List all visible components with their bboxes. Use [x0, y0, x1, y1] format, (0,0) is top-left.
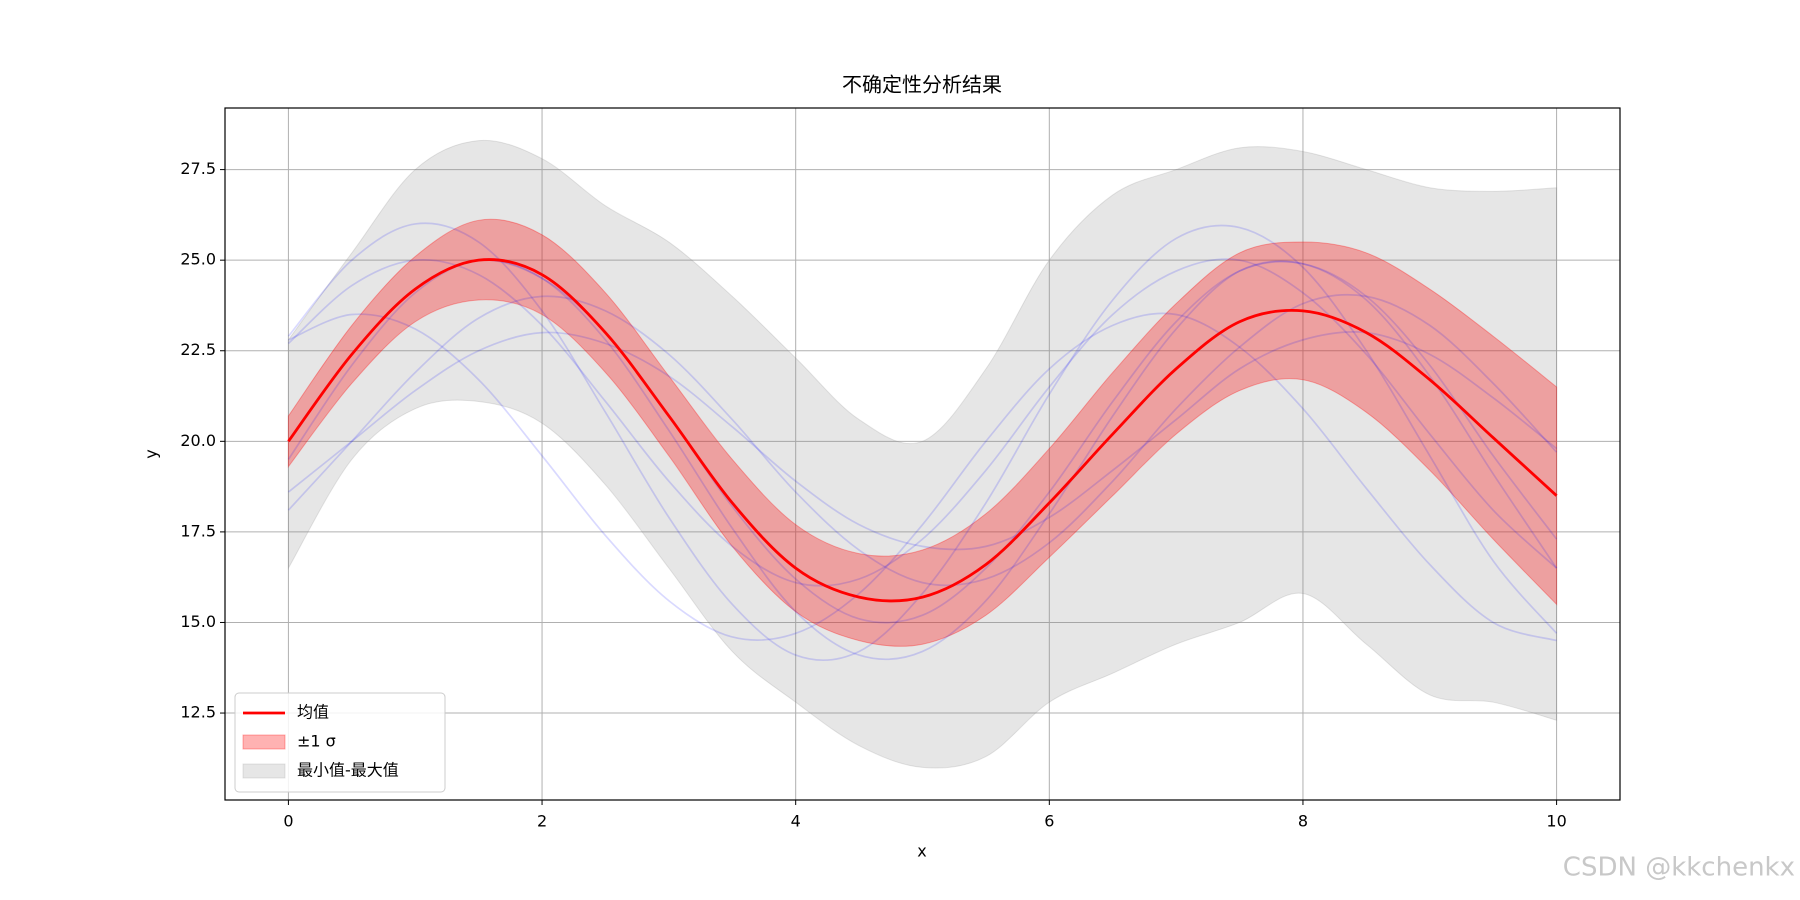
x-tick-label: 8 [1298, 812, 1308, 831]
sample-line [287, 222, 1558, 662]
x-tick-label: 10 [1546, 812, 1566, 831]
mean-line [287, 258, 1558, 603]
y-tick-label: 27.5 [180, 159, 216, 178]
y-tick-label: 12.5 [180, 703, 216, 722]
y-tick-label: 25.0 [180, 250, 216, 269]
x-tick-label: 6 [1044, 812, 1054, 831]
legend-patch [242, 763, 286, 779]
band [287, 218, 1558, 647]
y-tick-label: 22.5 [180, 340, 216, 359]
x-axis-label: x [917, 842, 926, 861]
legend-patch [242, 734, 286, 750]
legend-label: ±1 σ [297, 732, 336, 751]
sample-line [288, 312, 1557, 642]
legend-box [234, 692, 446, 793]
x-tick-label: 0 [283, 812, 293, 831]
sample-line [287, 293, 1558, 587]
legend-label: 均值 [297, 703, 329, 722]
x-tick-label: 2 [537, 812, 547, 831]
plot-frame [224, 107, 1621, 801]
y-tick-label: 20.0 [180, 431, 216, 450]
sample-line [287, 258, 1558, 587]
y-axis-label: y [142, 449, 161, 458]
sample-line [287, 331, 1558, 551]
legend-label: 最小值-最大值 [297, 761, 399, 780]
chart-title: 不确定性分析结果 [842, 73, 1002, 97]
legend: 均值 ±1 σ 最小值-最大值 [234, 692, 446, 793]
watermark: CSDN @kkchenkx [1563, 853, 1795, 883]
band [287, 139, 1558, 769]
y-tick-label: 15.0 [180, 612, 216, 631]
x-tick-label: 4 [791, 812, 801, 831]
y-tick-label: 17.5 [180, 521, 216, 540]
